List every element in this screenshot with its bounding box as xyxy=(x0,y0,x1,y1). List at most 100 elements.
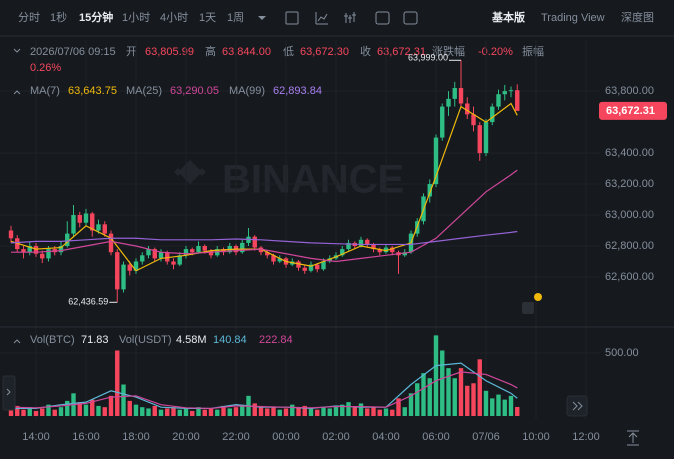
icon-chart-type[interactable] xyxy=(344,12,356,23)
volume-bar xyxy=(227,408,232,416)
candle-body xyxy=(33,246,39,254)
candle-body xyxy=(252,236,257,248)
x-tick-label: 16:00 xyxy=(72,431,100,443)
value: 63,844.00 xyxy=(222,46,271,58)
ma-line xyxy=(10,230,518,246)
time: 2026/07/06 09:15 xyxy=(30,46,116,58)
candle-body xyxy=(490,106,495,123)
x-tick-label: 00:00 xyxy=(272,431,300,443)
candle-body xyxy=(58,246,64,253)
legend-value: 140.84 xyxy=(213,334,247,346)
candle-body xyxy=(171,261,176,265)
volume-bar xyxy=(190,410,195,416)
candle-body xyxy=(346,242,351,250)
y-tick-label: 500.00 xyxy=(605,347,639,359)
volume-bar xyxy=(21,409,26,416)
candle-body xyxy=(277,258,282,262)
candle-body xyxy=(483,122,489,154)
volume-bar xyxy=(96,405,101,416)
volume-bar xyxy=(396,398,401,416)
volume-bar xyxy=(133,404,139,416)
volume-bar xyxy=(427,378,432,416)
volume-bar xyxy=(171,407,176,416)
volume-bar xyxy=(127,400,132,416)
interval[interactable]: 1秒 xyxy=(50,10,67,24)
value: 63,672.31 xyxy=(377,46,426,58)
label: 涨跌幅 xyxy=(432,44,465,58)
interval[interactable]: 1天 xyxy=(199,12,216,24)
ma-line xyxy=(10,102,518,272)
icon-more[interactable] xyxy=(403,11,418,25)
x-tick-label: 18:00 xyxy=(122,431,150,443)
legend-value: 71.83 xyxy=(81,334,109,346)
alert-dot[interactable] xyxy=(534,293,542,301)
view[interactable]: Trading View xyxy=(541,12,605,24)
collapse-icon[interactable] xyxy=(13,90,21,95)
x-tick-label: 06:00 xyxy=(422,431,450,443)
candle-body xyxy=(402,252,407,256)
candle-body xyxy=(496,94,501,107)
legend: MA(7) 63,643.75 MA(25) 63,290.05 MA(99) … xyxy=(30,85,322,346)
volume-bar xyxy=(352,407,357,416)
volume-bar xyxy=(483,390,489,416)
candle-body xyxy=(390,247,395,253)
icon-calendar[interactable] xyxy=(285,11,299,25)
alert-icon[interactable] xyxy=(522,302,534,314)
legend-value: 222.84 xyxy=(259,334,293,346)
y-tick-label: 63,200.00 xyxy=(605,178,654,190)
volume-bar xyxy=(315,409,320,416)
candle-body xyxy=(121,264,126,290)
collapse-icon[interactable] xyxy=(13,48,21,53)
watermark-text: BINANCE xyxy=(222,158,404,202)
volume-bar xyxy=(240,404,245,416)
chevron xyxy=(572,401,583,411)
candle-body xyxy=(327,258,332,262)
interval[interactable]: 1周 xyxy=(227,11,244,24)
interval[interactable]: 分时 xyxy=(18,11,40,24)
volume-bar xyxy=(465,385,470,416)
legend-value: 62,893.84 xyxy=(273,85,322,97)
candle-body xyxy=(296,261,301,268)
axis-reset[interactable] xyxy=(627,430,639,446)
view-active[interactable]: 基本版 xyxy=(491,10,525,24)
interval[interactable]: 4小时 xyxy=(160,11,188,24)
interval[interactable]: 1小时 xyxy=(122,11,150,24)
volume-bar xyxy=(152,405,157,416)
volume-bar xyxy=(383,408,389,416)
dropdown[interactable] xyxy=(258,16,266,20)
candle-body xyxy=(302,267,307,271)
low-marker-label: 62,436.59 xyxy=(68,297,108,307)
volume-bar xyxy=(358,403,364,416)
legend-name: MA(25) xyxy=(126,85,162,97)
volume-bar xyxy=(15,405,20,416)
volume-bar xyxy=(327,408,332,416)
view[interactable]: 深度图 xyxy=(621,10,654,24)
interval-active[interactable]: 15分钟 xyxy=(79,10,113,24)
candle-body xyxy=(190,249,195,253)
collapse-icon[interactable] xyxy=(13,339,21,344)
y-tick-label: 63,000.00 xyxy=(605,209,654,221)
volume-bar xyxy=(83,404,89,416)
candle-body xyxy=(315,264,320,270)
volume-bar xyxy=(221,405,226,416)
icon-indicator[interactable] xyxy=(315,12,328,25)
volume-bar xyxy=(165,408,170,416)
volume-bar xyxy=(140,407,145,416)
label: 低 xyxy=(283,45,294,58)
candle-body xyxy=(208,250,214,256)
volume-bar xyxy=(27,407,32,416)
candle-body xyxy=(40,253,45,259)
volume-bar xyxy=(490,398,495,416)
candle-body xyxy=(140,255,145,262)
volume-bar xyxy=(496,394,501,416)
high-marker-label: 63,999.00 xyxy=(408,53,448,63)
volume-bar xyxy=(252,403,257,416)
x-tick-label: 12:00 xyxy=(572,431,600,443)
volume-bar xyxy=(515,406,520,416)
candle-body xyxy=(8,230,14,239)
volume-bar xyxy=(283,408,289,416)
volume-bar xyxy=(402,407,407,416)
icon-settings[interactable] xyxy=(375,11,390,25)
volume-bar xyxy=(202,409,207,416)
